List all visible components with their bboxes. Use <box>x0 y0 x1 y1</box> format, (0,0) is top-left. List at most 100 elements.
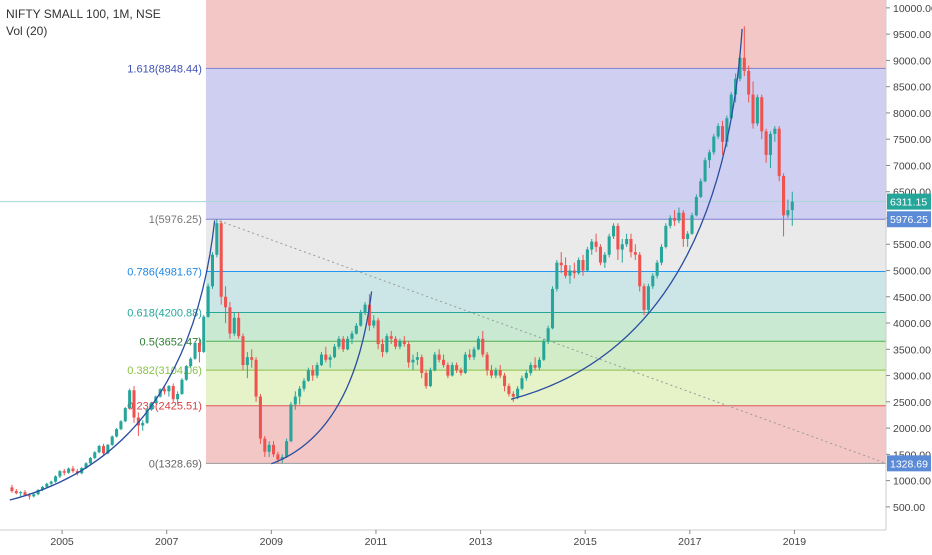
candle-body <box>516 388 520 397</box>
candle-body <box>559 262 563 266</box>
fib-1-price-tag-bg <box>887 211 931 228</box>
candle-body <box>581 260 585 271</box>
candle-body <box>734 78 738 95</box>
x-tick-label: 2009 <box>260 536 284 548</box>
candle-body <box>184 366 188 380</box>
fib-zone-0.786 <box>205 219 887 272</box>
candle-body <box>616 225 620 250</box>
candle-body <box>84 463 88 468</box>
fib-label-1: 1(5976.25) <box>149 214 202 226</box>
candle-body <box>367 304 371 326</box>
candle-body <box>564 265 568 276</box>
candle-body <box>189 358 193 367</box>
candle-body <box>720 126 725 142</box>
candle-body <box>659 246 664 263</box>
candle-body <box>219 223 223 297</box>
candle-body <box>389 336 393 339</box>
candle-body <box>668 217 672 226</box>
candle-body <box>686 233 690 239</box>
candle-body <box>677 212 681 221</box>
candle-body <box>110 436 114 445</box>
candle-body <box>633 252 637 255</box>
fib-zone-1 <box>205 68 887 220</box>
candle-body <box>45 483 49 487</box>
y-tick-label: 1000.00 <box>893 476 931 488</box>
candle-body <box>629 238 633 253</box>
candle-body <box>620 244 624 250</box>
candle-body <box>638 254 642 287</box>
current-price-tag-bg <box>887 193 931 210</box>
candle-body <box>167 386 171 392</box>
candlestick-series <box>10 26 794 500</box>
candle-body <box>590 241 594 250</box>
candle-body <box>572 270 576 274</box>
y-tick-label: 9500.00 <box>893 29 931 41</box>
candle-body <box>306 370 310 381</box>
candle-body <box>359 312 363 326</box>
candle-body <box>690 215 694 234</box>
candle-body <box>568 270 572 276</box>
candle-body <box>328 357 332 360</box>
fib-zone-1.618 <box>205 0 887 69</box>
candle-body <box>546 328 550 342</box>
fib-0-price-tag: 1328.69 <box>887 455 931 472</box>
candle-body <box>407 344 411 363</box>
candle-body <box>394 338 398 347</box>
candle-body <box>10 487 14 492</box>
candle-body <box>651 275 655 287</box>
candle-body <box>472 349 476 358</box>
candle-body <box>441 359 446 366</box>
candle-body <box>664 225 668 247</box>
candle-body <box>75 471 79 474</box>
candle-body <box>350 333 354 339</box>
y-tick-label: 9000.00 <box>893 55 931 67</box>
candle-body <box>738 57 742 79</box>
candle-body <box>385 336 389 352</box>
candle-body <box>193 342 197 359</box>
x-tick-label: 2019 <box>783 536 807 548</box>
y-tick-label: 3000.00 <box>893 371 931 383</box>
candle-body <box>337 338 341 347</box>
candle-body <box>402 341 406 345</box>
y-tick-label: 8500.00 <box>893 82 931 94</box>
candle-body <box>398 341 402 347</box>
candle-body <box>228 307 232 334</box>
candle-body <box>786 210 790 216</box>
candle-body <box>625 238 629 245</box>
candle-body <box>315 365 319 376</box>
candle-body <box>777 128 781 176</box>
candle-body <box>197 342 201 352</box>
candle-body <box>742 57 746 71</box>
candle-body <box>237 317 241 337</box>
candle-body <box>232 317 236 334</box>
fib-0-price-tag-text: 1328.69 <box>890 458 928 470</box>
candle-body <box>354 325 358 334</box>
candle-body <box>782 175 786 216</box>
fib-zone-0.5 <box>205 312 887 342</box>
x-tick-label: 2007 <box>155 536 179 548</box>
symbol-title[interactable]: NIFTY SMALL 100, 1M, NSE <box>6 7 161 21</box>
candle-body <box>655 262 659 276</box>
candle-body <box>93 452 97 459</box>
candle-body <box>245 357 249 366</box>
candle-body <box>455 365 459 371</box>
candle-body <box>494 370 498 376</box>
fib-label-0: 0(1328.69) <box>149 458 202 470</box>
candle-body <box>577 260 581 274</box>
x-tick-label: 2017 <box>678 536 702 548</box>
candle-body <box>424 372 428 387</box>
candle-body <box>324 354 328 360</box>
candle-body <box>716 126 720 137</box>
candle-body <box>729 94 733 119</box>
volume-indicator-label[interactable]: Vol (20) <box>6 24 48 38</box>
candle-body <box>712 136 716 153</box>
candle-body <box>768 133 773 155</box>
candle-body <box>106 444 110 454</box>
fib-1-price-tag-text: 5976.25 <box>890 214 928 226</box>
parabolic-curve-3 <box>510 28 743 400</box>
candle-body <box>54 476 58 482</box>
candle-body <box>476 338 480 350</box>
fib-zone-0 <box>205 405 887 464</box>
candle-body <box>224 296 228 308</box>
